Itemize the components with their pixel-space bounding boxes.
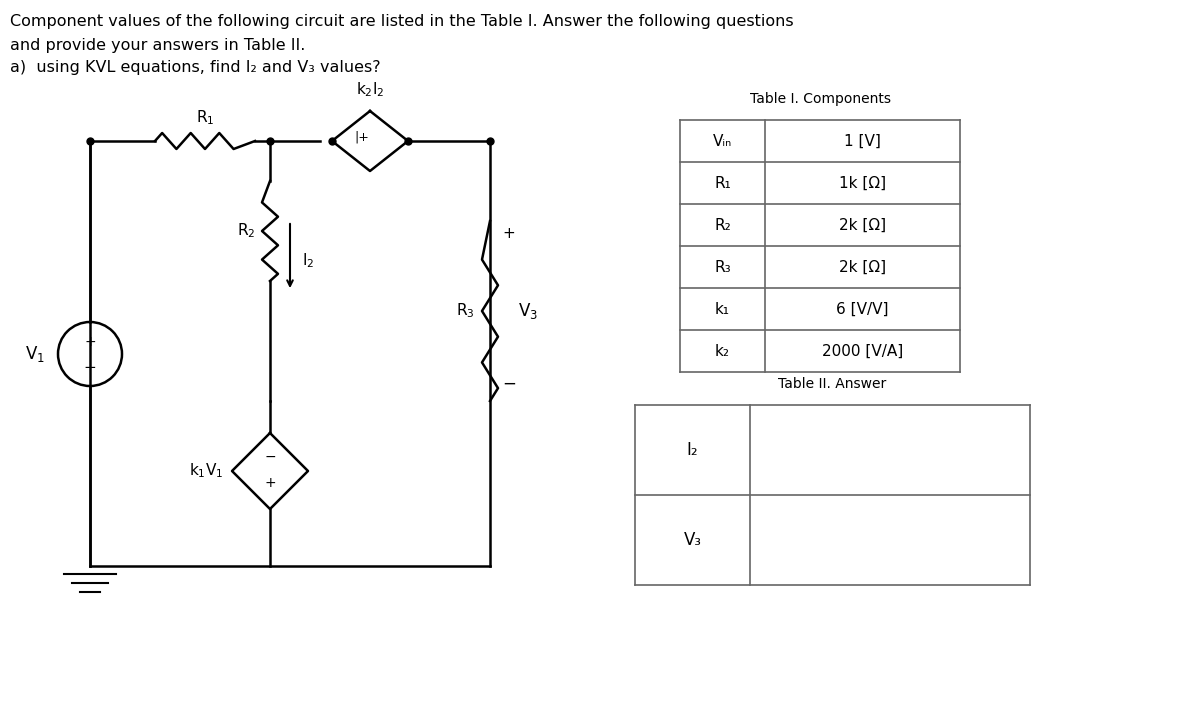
Text: +: + bbox=[264, 476, 276, 490]
Text: I₂: I₂ bbox=[686, 441, 698, 459]
Text: Table II. Answer: Table II. Answer bbox=[779, 377, 887, 391]
Text: R₂: R₂ bbox=[714, 218, 731, 232]
Text: V₃: V₃ bbox=[684, 531, 702, 549]
Text: I$_2$: I$_2$ bbox=[302, 252, 314, 270]
Text: Table I. Components: Table I. Components bbox=[750, 92, 890, 106]
Text: −: − bbox=[264, 450, 276, 464]
Text: 2k [Ω]: 2k [Ω] bbox=[839, 218, 886, 232]
Text: −: − bbox=[84, 360, 96, 375]
Text: Vᵢₙ: Vᵢₙ bbox=[713, 134, 732, 149]
Text: 1 [V]: 1 [V] bbox=[844, 134, 881, 149]
Text: R₁: R₁ bbox=[714, 176, 731, 191]
Text: 1k [Ω]: 1k [Ω] bbox=[839, 176, 886, 191]
Text: k₂: k₂ bbox=[715, 343, 730, 358]
Text: R$_3$: R$_3$ bbox=[456, 301, 475, 321]
Text: k$_1$V$_1$: k$_1$V$_1$ bbox=[190, 461, 224, 481]
Text: |+: |+ bbox=[354, 131, 370, 144]
Text: k$_2$I$_2$: k$_2$I$_2$ bbox=[355, 80, 384, 99]
Text: R$_1$: R$_1$ bbox=[196, 108, 215, 127]
Text: R$_2$: R$_2$ bbox=[236, 222, 256, 240]
Text: 2k [Ω]: 2k [Ω] bbox=[839, 260, 886, 274]
Text: +: + bbox=[84, 335, 96, 349]
Text: V$_1$: V$_1$ bbox=[25, 344, 46, 364]
Text: V$_3$: V$_3$ bbox=[518, 301, 538, 321]
Text: −: − bbox=[502, 375, 516, 393]
Text: and provide your answers in Table II.: and provide your answers in Table II. bbox=[10, 38, 305, 53]
Text: 2000 [V/A]: 2000 [V/A] bbox=[822, 343, 904, 358]
Text: a)  using KVL equations, find I₂ and V₃ values?: a) using KVL equations, find I₂ and V₃ v… bbox=[10, 60, 380, 75]
Text: 6 [V/V]: 6 [V/V] bbox=[836, 301, 889, 316]
Text: Component values of the following circuit are listed in the Table I. Answer the : Component values of the following circui… bbox=[10, 14, 793, 29]
Text: k₁: k₁ bbox=[715, 301, 730, 316]
Text: +: + bbox=[502, 226, 515, 241]
Text: R₃: R₃ bbox=[714, 260, 731, 274]
